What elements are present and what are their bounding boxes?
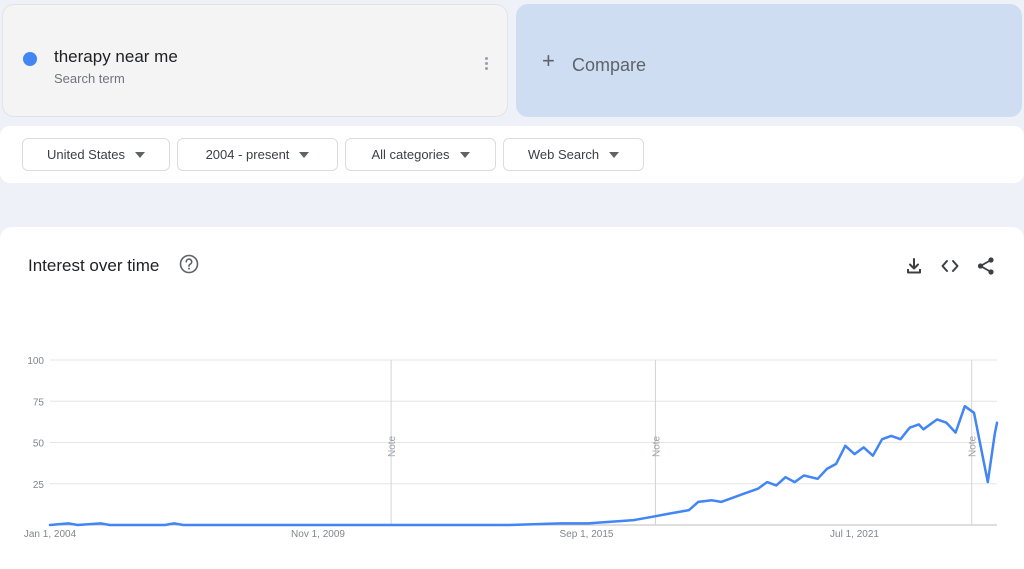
y-tick-label: 50 [33, 439, 45, 450]
search-term-card: therapy near me Search term [2, 4, 508, 117]
search-type-filter-dropdown[interactable]: Web Search [503, 138, 644, 171]
x-tick-label: Jan 1, 2004 [24, 529, 77, 540]
series-color-dot [23, 52, 37, 66]
dropdown-caret-icon [299, 151, 310, 158]
x-tick-label: Jul 1, 2021 [830, 529, 879, 540]
region-filter-label: United States [46, 147, 126, 162]
compare-label: Compare [572, 55, 647, 75]
search-term-name[interactable]: therapy near me [54, 47, 178, 66]
dropdown-caret-icon [609, 151, 620, 158]
plus-icon: + [542, 48, 555, 73]
interest-chart: 25 50 75 100 Jan 1, 2004 Nov 1, 2009 Sep 1, 20… [24, 356, 999, 540]
category-filter-dropdown[interactable]: All categories [345, 138, 496, 171]
time-range-filter-label: 2004 - present [205, 147, 290, 162]
note-marker-label: Note [387, 435, 398, 457]
x-tick-label: Sep 1, 2015 [560, 529, 614, 540]
category-filter-label: All categories [371, 147, 450, 162]
embed-icon[interactable] [939, 255, 961, 277]
series-line [48, 404, 999, 527]
filter-bar: United States 2004 - present All categor… [0, 126, 1024, 183]
interest-over-time-card: Interest over time 25 50 75 100 Jan 1, 2004 N… [0, 227, 1024, 569]
y-tick-label: 25 [33, 480, 45, 491]
compare-button[interactable]: + Compare [516, 4, 1022, 117]
chart-title: Interest over time [28, 256, 160, 275]
x-tick-label: Nov 1, 2009 [291, 529, 345, 540]
share-icon[interactable] [975, 255, 997, 277]
time-range-filter-dropdown[interactable]: 2004 - present [177, 138, 338, 171]
dropdown-caret-icon [459, 151, 470, 158]
search-type-filter-label: Web Search [527, 147, 600, 162]
download-icon[interactable] [903, 255, 925, 277]
region-filter-dropdown[interactable]: United States [22, 138, 170, 171]
y-tick-label: 100 [27, 356, 44, 367]
more-vert-icon[interactable] [479, 57, 493, 77]
note-marker-label: Note [651, 435, 662, 457]
note-marker-label: Note [968, 435, 979, 457]
dropdown-caret-icon [135, 151, 146, 158]
help-icon[interactable] [179, 254, 199, 274]
search-term-subtitle: Search term [54, 71, 125, 86]
y-tick-label: 75 [33, 397, 45, 408]
